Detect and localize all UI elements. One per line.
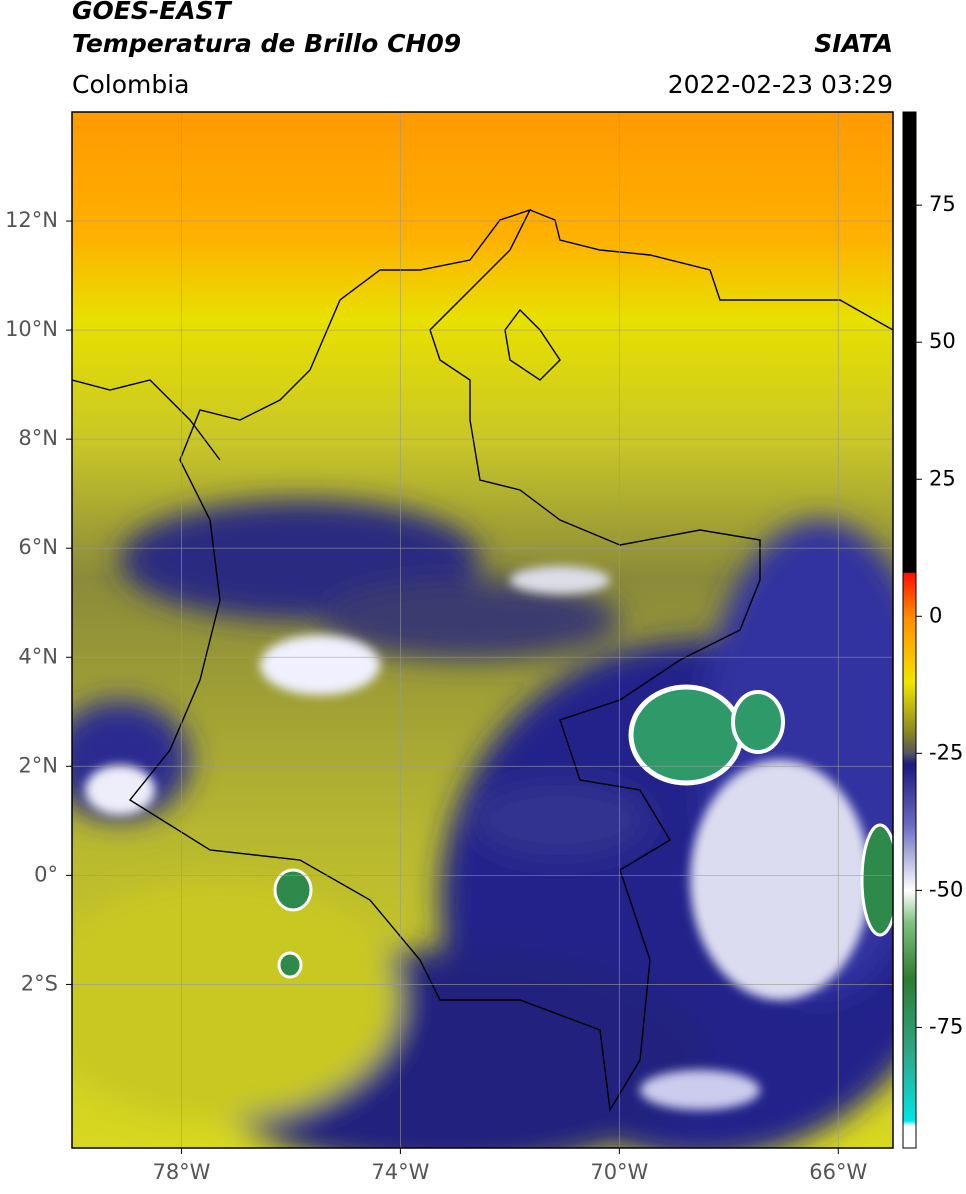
x-tick-label: 66°W bbox=[809, 1160, 867, 1184]
colorbar-tick-label: -50 bbox=[929, 877, 963, 901]
source: GOES-EAST bbox=[72, 0, 233, 25]
y-tick-label: 8°N bbox=[18, 426, 58, 450]
x-tick-label: 70°W bbox=[590, 1160, 648, 1184]
grid bbox=[72, 112, 893, 1148]
colorbar-tick-label: 0 bbox=[929, 603, 942, 627]
colorbar-tick-label: 75 bbox=[929, 192, 956, 216]
region: Colombia bbox=[72, 70, 189, 99]
y-tick-label: 6°N bbox=[18, 535, 58, 559]
colorbar-tick-label: 25 bbox=[929, 466, 956, 490]
y-tick-label: 2°N bbox=[18, 753, 58, 777]
y-tick-label: 2°S bbox=[21, 971, 58, 995]
map-frame bbox=[71, 111, 894, 1149]
y-tick-label: 10°N bbox=[5, 317, 58, 341]
y-tick-label: 0° bbox=[34, 862, 58, 886]
colorbar bbox=[902, 111, 917, 1149]
colorbar-tick-label: -25 bbox=[929, 740, 963, 764]
y-tick-label: 12°N bbox=[5, 208, 58, 232]
x-tick-label: 74°W bbox=[371, 1160, 429, 1184]
colorbar-tick-label: -75 bbox=[929, 1014, 963, 1038]
datetime: 2022-02-23 03:29 bbox=[668, 70, 893, 99]
agency: SIATA bbox=[814, 29, 893, 58]
y-tick-label: 4°N bbox=[18, 644, 58, 668]
title: Temperatura de Brillo CH09 bbox=[72, 29, 461, 58]
colorbar-tick-label: 50 bbox=[929, 329, 956, 353]
x-tick-label: 78°W bbox=[152, 1160, 210, 1184]
satellite-image bbox=[72, 112, 893, 1148]
